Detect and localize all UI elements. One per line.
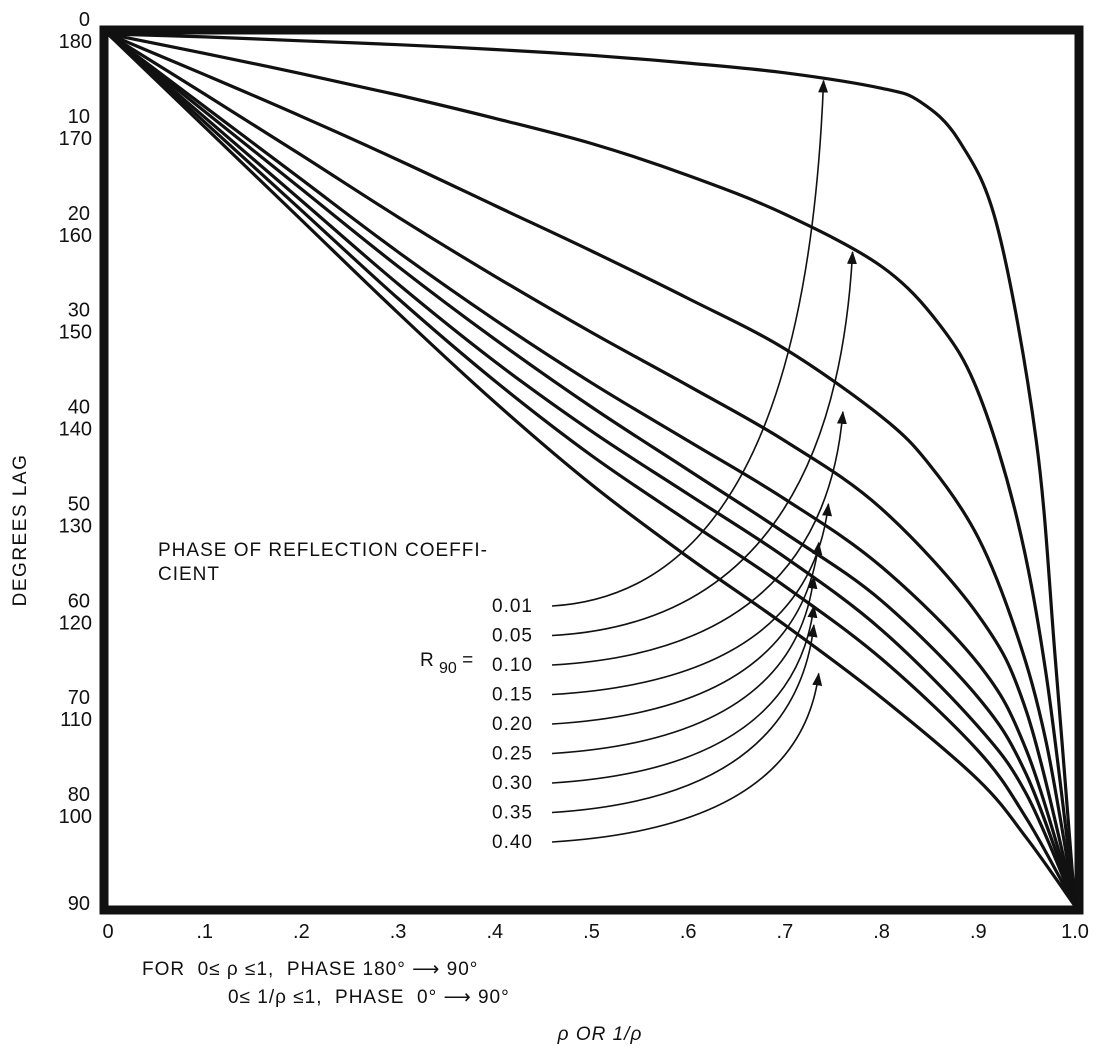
y-tick-label-bottom: 130 [59, 515, 92, 537]
y-axis-label: DEGREES LAG [10, 454, 31, 607]
note-inverse-rho: 0≤ 1/ρ ≤1, PHASE 0° ⟶ 90° [228, 987, 510, 1008]
x-tick-label: 1.0 [1061, 921, 1089, 943]
leader-arrow-0-35 [551, 624, 818, 814]
y-tick-label-bottom: 150 [59, 322, 92, 344]
x-tick-label: .4 [486, 921, 503, 943]
series-label-0-05: 0.05 [492, 626, 533, 647]
y-tick-label-top: 0 [79, 9, 90, 31]
series-label-0-35: 0.35 [492, 803, 533, 824]
x-tick-label: .6 [680, 921, 697, 943]
leader-arrow-group [551, 79, 857, 843]
y-tick-label-top: 20 [68, 203, 90, 225]
leader-arrow-0-40 [551, 672, 823, 843]
parameter-prefix: R [420, 650, 434, 671]
chart-title-line1: PHASE OF REFLECTION COEFFI- [158, 540, 488, 561]
y-tick-label-bottom: 160 [59, 225, 92, 247]
y-tick-label-top: 40 [68, 397, 90, 419]
leader-arrow-0-01 [551, 79, 829, 607]
x-tick-label: .7 [777, 921, 794, 943]
x-tick-label: .8 [873, 921, 890, 943]
y-tick-label-top: 80 [68, 784, 90, 806]
series-label-0-40: 0.40 [492, 832, 533, 853]
parameter-subscript: 90 [439, 660, 457, 677]
series-label-group: 0.01 0.05 0.10 0.15 0.20 0.25 0.30 0.35 0.40 [492, 596, 533, 853]
series-label-0-15: 0.15 [492, 685, 533, 706]
x-tick-label: .2 [293, 921, 310, 943]
curve-r90-0-25 [106, 32, 1077, 907]
x-tick-label: .3 [390, 921, 407, 943]
curve-r90-0-30 [106, 32, 1077, 907]
chart-title-line2: CIENT [158, 564, 220, 585]
series-label-0-30: 0.30 [492, 773, 533, 794]
series-label-0-01: 0.01 [492, 596, 533, 617]
x-tick-label: .1 [196, 921, 213, 943]
series-label-0-10: 0.10 [492, 655, 533, 676]
y-tick-label-bottom: 110 [60, 709, 92, 731]
y-tick-label-top: 50 [68, 493, 90, 515]
curve-r90-0-15 [107, 32, 1077, 907]
leader-arrow-0-20 [551, 541, 823, 725]
curve-r90-0-20 [107, 32, 1077, 907]
series-label-0-25: 0.25 [492, 744, 533, 765]
plot-frame [99, 25, 1084, 915]
y-tick-label-bottom: 140 [59, 419, 92, 441]
y-tick-label-top: 90 [68, 893, 90, 915]
x-axis-label: ρ OR 1/ρ [557, 1024, 643, 1045]
leader-arrow-0-30 [551, 604, 818, 784]
leader-arrow-0-25 [551, 575, 818, 755]
leader-arrow-0-05 [551, 251, 857, 637]
curve-r90-0-05 [107, 32, 1077, 907]
x-tick-label-group: 0 .1 .2 .3 .4 .5 .6 .7 .8 .9 1.0 [102, 921, 1088, 943]
parameter-label: R 90 = [420, 650, 473, 678]
curve-r90-0-35 [106, 32, 1077, 907]
series-label-0-20: 0.20 [492, 714, 533, 735]
x-tick-label: 0 [102, 921, 113, 943]
y-tick-label-bottom: 120 [59, 612, 92, 634]
y-tick-label-bottom: 100 [59, 806, 92, 828]
y-tick-label-top: 60 [68, 590, 90, 612]
x-tick-label: .9 [970, 921, 987, 943]
curve-r90-0-10 [107, 32, 1077, 907]
curve-r90-0-01 [107, 32, 1077, 907]
y-tick-label-bottom: 180 [59, 31, 92, 53]
curve-group [106, 32, 1077, 907]
y-tick-label-bottom: 170 [59, 128, 92, 150]
curve-r90-0-40 [106, 32, 1077, 907]
y-tick-label-top: 30 [68, 300, 90, 322]
y-tick-label-top: 70 [68, 687, 90, 709]
leader-arrow-0-10 [551, 410, 847, 666]
note-rho: FOR 0≤ ρ ≤1, PHASE 180° ⟶ 90° [142, 959, 479, 980]
x-tick-label: .5 [583, 921, 600, 943]
parameter-equals: = [462, 650, 473, 671]
y-tick-label-top: 10 [68, 106, 90, 128]
